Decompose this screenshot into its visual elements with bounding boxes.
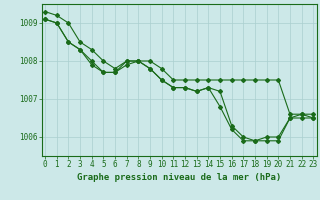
- X-axis label: Graphe pression niveau de la mer (hPa): Graphe pression niveau de la mer (hPa): [77, 173, 281, 182]
